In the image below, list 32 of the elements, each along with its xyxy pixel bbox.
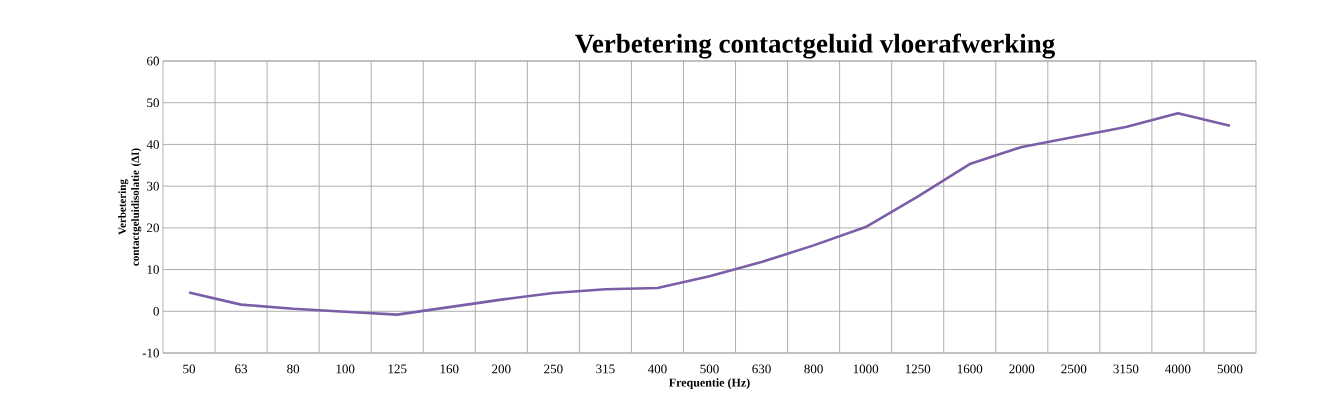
x-tick-label: 100 bbox=[336, 364, 355, 374]
x-tick-label: 125 bbox=[388, 364, 407, 374]
x-tick-label: 1000 bbox=[853, 364, 879, 374]
x-tick-label: 250 bbox=[544, 364, 563, 374]
x-tick-label: 50 bbox=[183, 364, 196, 374]
chart-title: Verbetering contactgeluid vloerafwerking bbox=[575, 33, 1055, 59]
x-tick-label: 2000 bbox=[1009, 364, 1035, 374]
y-tick-label: 60 bbox=[147, 56, 159, 66]
x-tick-label: 1600 bbox=[957, 364, 983, 374]
y-tick-label: 0 bbox=[153, 306, 159, 316]
x-tick-label: 2500 bbox=[1061, 364, 1087, 374]
x-tick-label: 4000 bbox=[1165, 364, 1191, 374]
x-tick-label: 80 bbox=[287, 364, 300, 374]
x-tick-label: 200 bbox=[492, 364, 511, 374]
x-axis-title: Frequentie (Hz) bbox=[668, 378, 750, 390]
x-tick-label: 3150 bbox=[1113, 364, 1139, 374]
x-tick-label: 160 bbox=[440, 364, 459, 374]
x-tick-label: 800 bbox=[804, 364, 823, 374]
y-tick-label: 20 bbox=[147, 223, 159, 233]
x-tick-label: 63 bbox=[235, 364, 248, 374]
x-tick-label: 630 bbox=[752, 364, 771, 374]
y-tick-label: 40 bbox=[146, 140, 159, 149]
x-tick-label: 400 bbox=[647, 364, 667, 374]
y-tick-label: 50 bbox=[147, 98, 159, 108]
x-tick-label: 315 bbox=[596, 364, 615, 374]
y-tick-label: -10 bbox=[142, 348, 159, 358]
x-tick-label: 5000 bbox=[1217, 364, 1243, 374]
y-tick-label: 30 bbox=[147, 181, 159, 191]
y-tick-label: 10 bbox=[147, 265, 159, 274]
x-tick-label: 1250 bbox=[905, 364, 931, 374]
x-tick-label: 500 bbox=[700, 364, 719, 374]
y-axis-title: Verbetering contactgeluidisolatie (ΔI) bbox=[118, 148, 142, 266]
